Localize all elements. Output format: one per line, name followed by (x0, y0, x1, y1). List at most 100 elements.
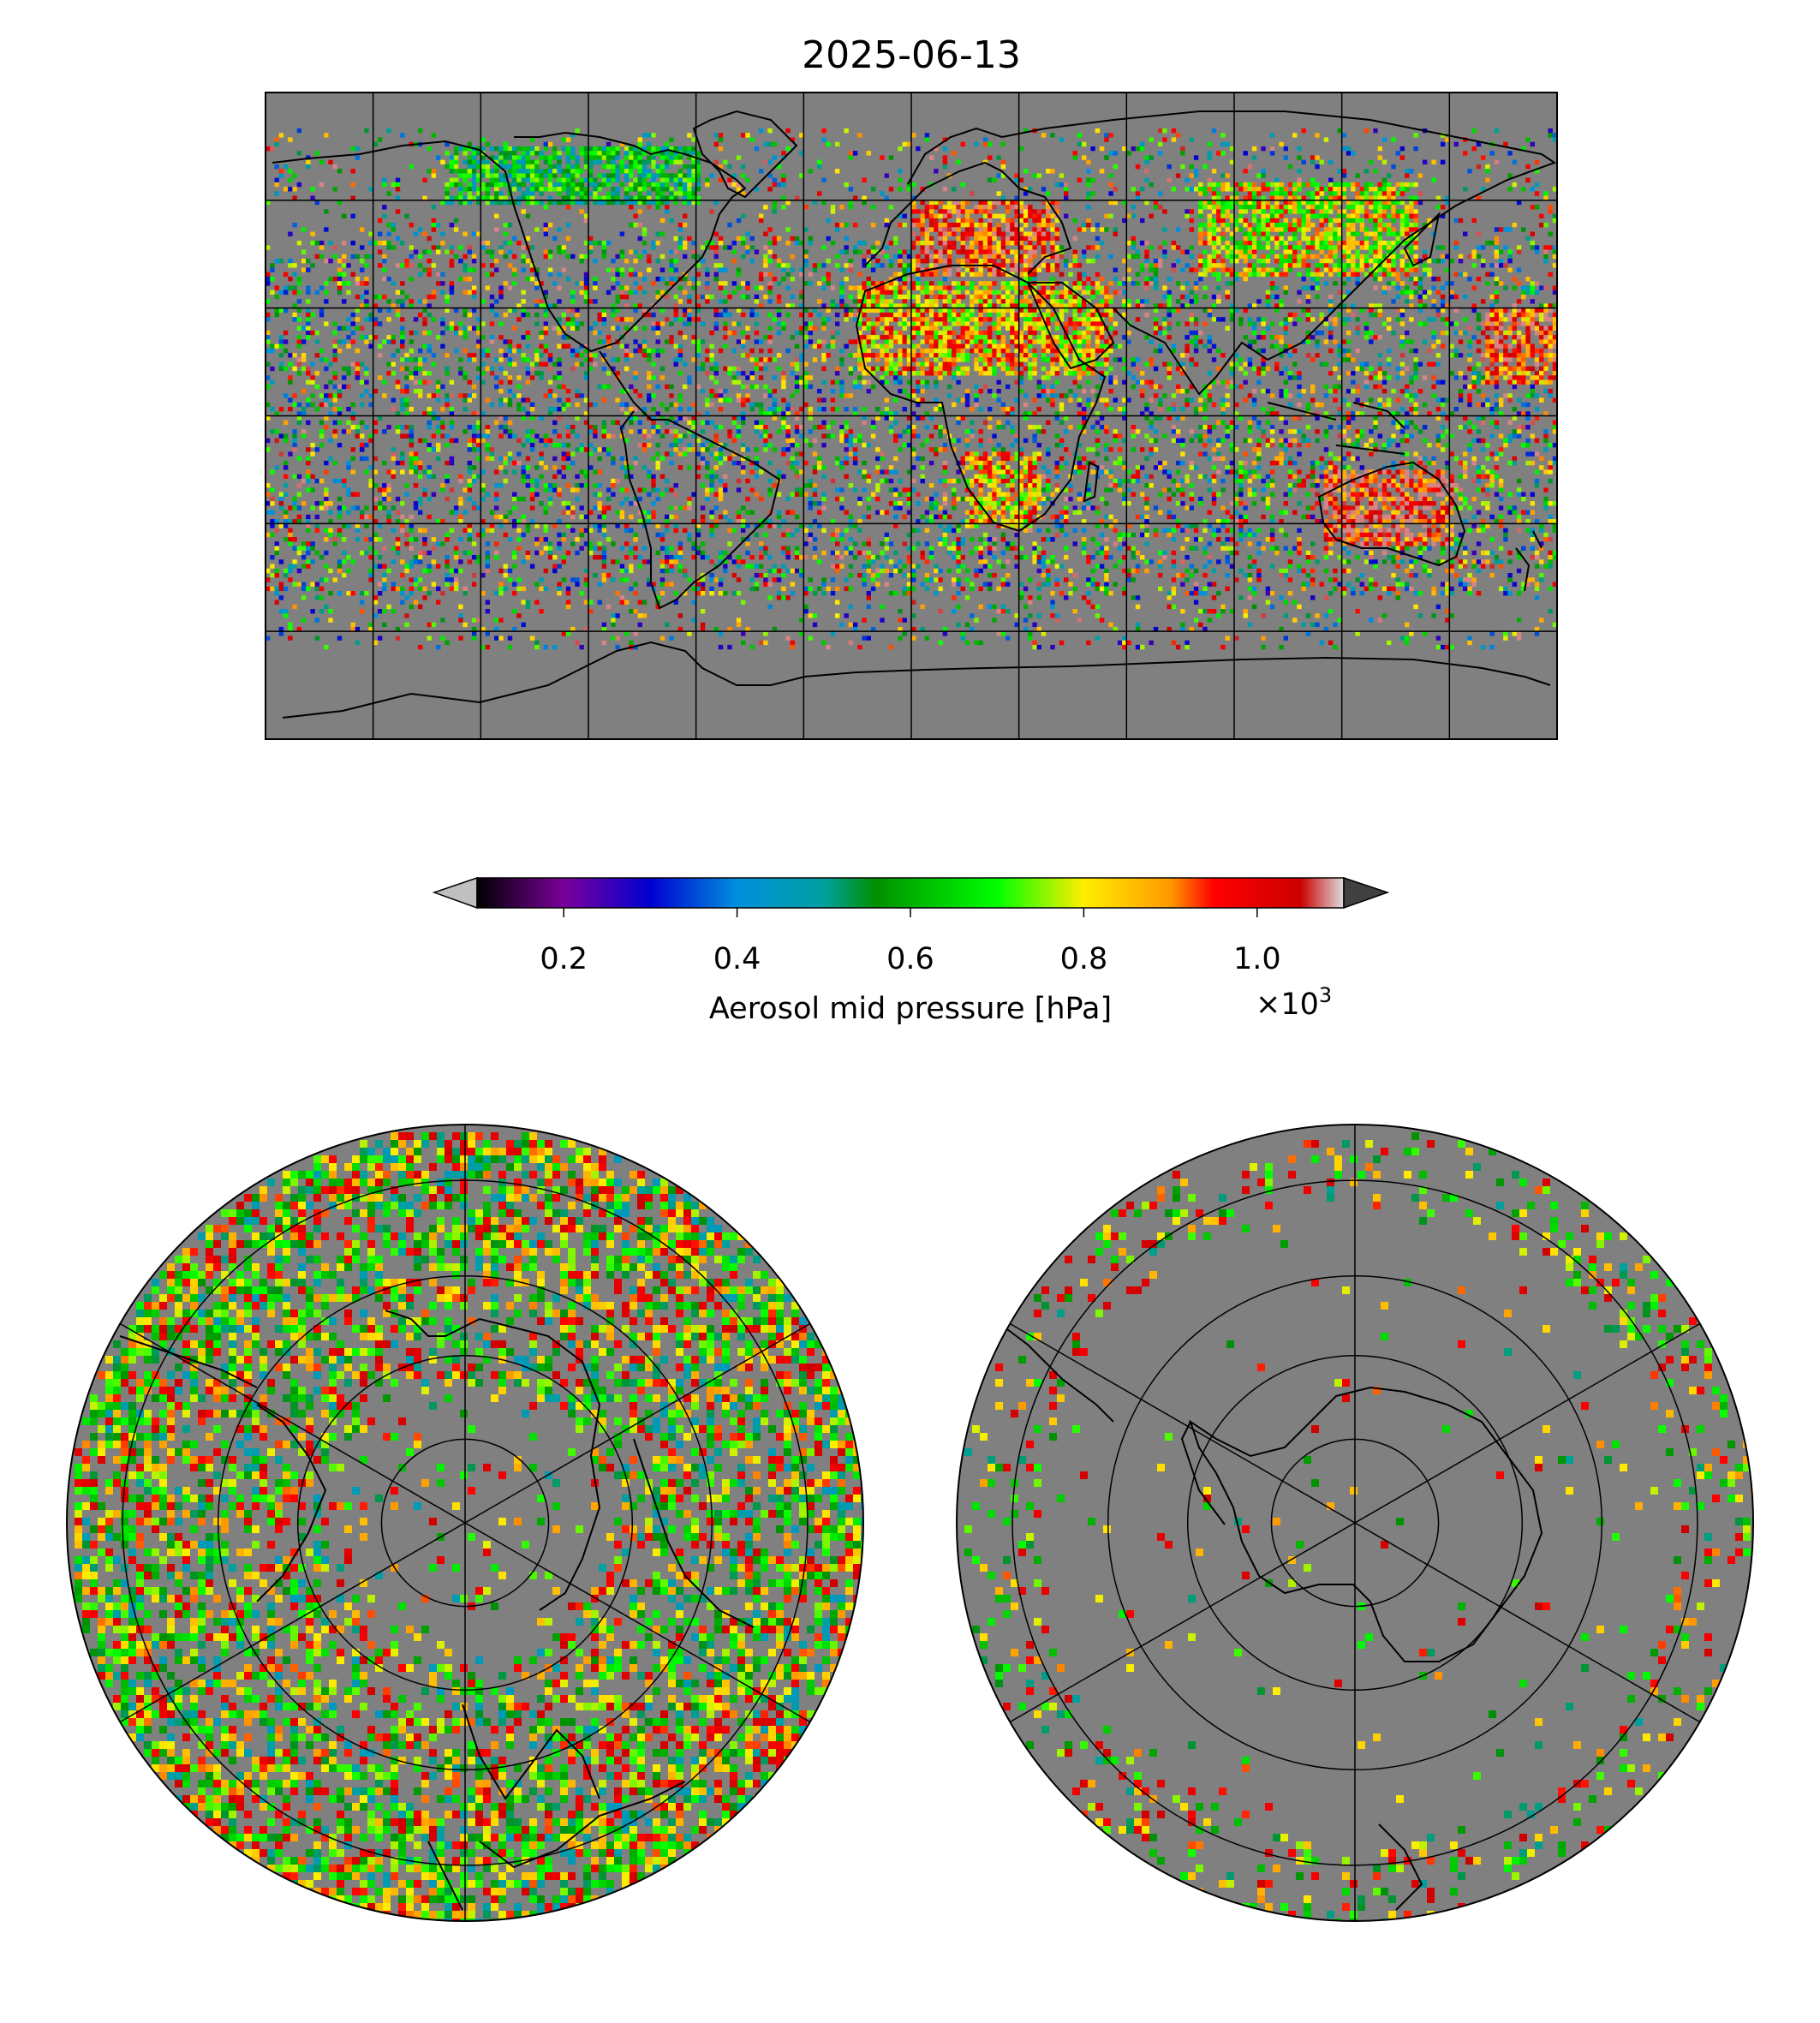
retrieval-pixel (1086, 330, 1091, 336)
retrieval-pixel (337, 285, 343, 290)
retrieval-pixel (637, 191, 642, 196)
retrieval-pixel (956, 285, 961, 290)
retrieval-pixel (1315, 330, 1320, 336)
retrieval-pixel (759, 277, 764, 282)
retrieval-pixel (619, 159, 625, 164)
retrieval-pixel (1211, 263, 1217, 268)
retrieval-pixel (1516, 245, 1522, 250)
retrieval-pixel (1552, 339, 1557, 344)
retrieval-pixel (920, 289, 925, 295)
retrieval-pixel (1287, 263, 1293, 268)
retrieval-pixel (1346, 227, 1352, 232)
retrieval-pixel (875, 281, 880, 286)
retrieval-pixel (588, 236, 594, 242)
retrieval-pixel (368, 317, 373, 322)
retrieval-pixel (956, 339, 961, 344)
retrieval-pixel (736, 187, 742, 192)
retrieval-pixel (1391, 267, 1396, 272)
retrieval-pixel (911, 335, 916, 340)
retrieval-pixel (888, 205, 894, 210)
retrieval-pixel (422, 330, 427, 336)
retrieval-pixel (1543, 353, 1548, 358)
retrieval-pixel (1445, 321, 1450, 326)
retrieval-pixel (1000, 236, 1006, 242)
retrieval-pixel (709, 245, 714, 250)
retrieval-pixel (695, 151, 701, 156)
retrieval-pixel (911, 312, 916, 318)
retrieval-pixel (1202, 272, 1208, 277)
retrieval-pixel (1373, 200, 1378, 206)
retrieval-pixel (512, 159, 517, 164)
retrieval-pixel (453, 177, 459, 182)
retrieval-pixel (1256, 348, 1262, 354)
retrieval-pixel (1405, 241, 1410, 246)
retrieval-pixel (1512, 159, 1517, 164)
retrieval-pixel (1405, 213, 1410, 218)
retrieval-pixel (1010, 335, 1015, 340)
retrieval-pixel (494, 182, 499, 188)
retrieval-pixel (956, 218, 961, 224)
retrieval-pixel (525, 187, 531, 192)
retrieval-pixel (790, 303, 795, 308)
retrieval-pixel (1046, 294, 1051, 300)
retrieval-pixel (1036, 325, 1041, 331)
retrieval-pixel (453, 164, 459, 170)
retrieval-pixel (619, 169, 625, 174)
retrieval-pixel (332, 164, 337, 170)
retrieval-pixel (611, 164, 616, 170)
retrieval-pixel (942, 335, 948, 340)
retrieval-pixel (1315, 191, 1320, 196)
retrieval-pixel (1050, 317, 1055, 322)
retrieval-pixel (1175, 227, 1181, 232)
retrieval-pixel (924, 254, 930, 260)
retrieval-pixel (1018, 335, 1024, 340)
retrieval-pixel (547, 254, 553, 260)
retrieval-pixel (547, 159, 553, 164)
retrieval-pixel (485, 249, 490, 254)
retrieval-pixel (1310, 277, 1316, 282)
retrieval-pixel (982, 200, 988, 206)
retrieval-pixel (449, 281, 455, 286)
retrieval-pixel (409, 339, 414, 344)
retrieval-pixel (902, 272, 907, 277)
retrieval-pixel (1310, 236, 1316, 242)
retrieval-pixel (1399, 339, 1405, 344)
retrieval-pixel (310, 231, 315, 236)
retrieval-pixel (924, 259, 930, 264)
retrieval-pixel (570, 187, 576, 192)
retrieval-pixel (427, 348, 432, 354)
retrieval-pixel (785, 272, 791, 277)
retrieval-pixel (1162, 294, 1167, 300)
retrieval-pixel (1099, 169, 1105, 174)
retrieval-pixel (1395, 307, 1400, 313)
retrieval-pixel (431, 218, 437, 224)
retrieval-pixel (1180, 164, 1185, 170)
retrieval-pixel (422, 177, 427, 182)
retrieval-pixel (946, 267, 952, 272)
retrieval-pixel (924, 241, 930, 246)
retrieval-pixel (982, 205, 988, 210)
retrieval-pixel (1399, 191, 1405, 196)
retrieval-pixel (1211, 200, 1217, 206)
retrieval-pixel (974, 317, 979, 322)
retrieval-pixel (601, 307, 607, 313)
retrieval-pixel (1207, 236, 1212, 242)
retrieval-pixel (928, 307, 934, 313)
retrieval-pixel (557, 299, 562, 304)
retrieval-pixel (337, 259, 343, 264)
retrieval-pixel (1319, 259, 1324, 264)
retrieval-pixel (1202, 263, 1208, 268)
retrieval-pixel (1018, 307, 1024, 313)
retrieval-pixel (1489, 241, 1495, 246)
retrieval-pixel (1287, 254, 1293, 260)
retrieval-pixel (624, 155, 630, 160)
retrieval-pixel (916, 299, 921, 304)
retrieval-pixel (512, 236, 517, 242)
retrieval-pixel (1530, 312, 1535, 318)
retrieval-pixel (1211, 128, 1217, 134)
retrieval-pixel (1077, 281, 1083, 286)
retrieval-pixel (1140, 299, 1145, 304)
retrieval-pixel (1023, 343, 1029, 349)
retrieval-pixel (978, 330, 983, 336)
retrieval-pixel (1028, 330, 1033, 336)
